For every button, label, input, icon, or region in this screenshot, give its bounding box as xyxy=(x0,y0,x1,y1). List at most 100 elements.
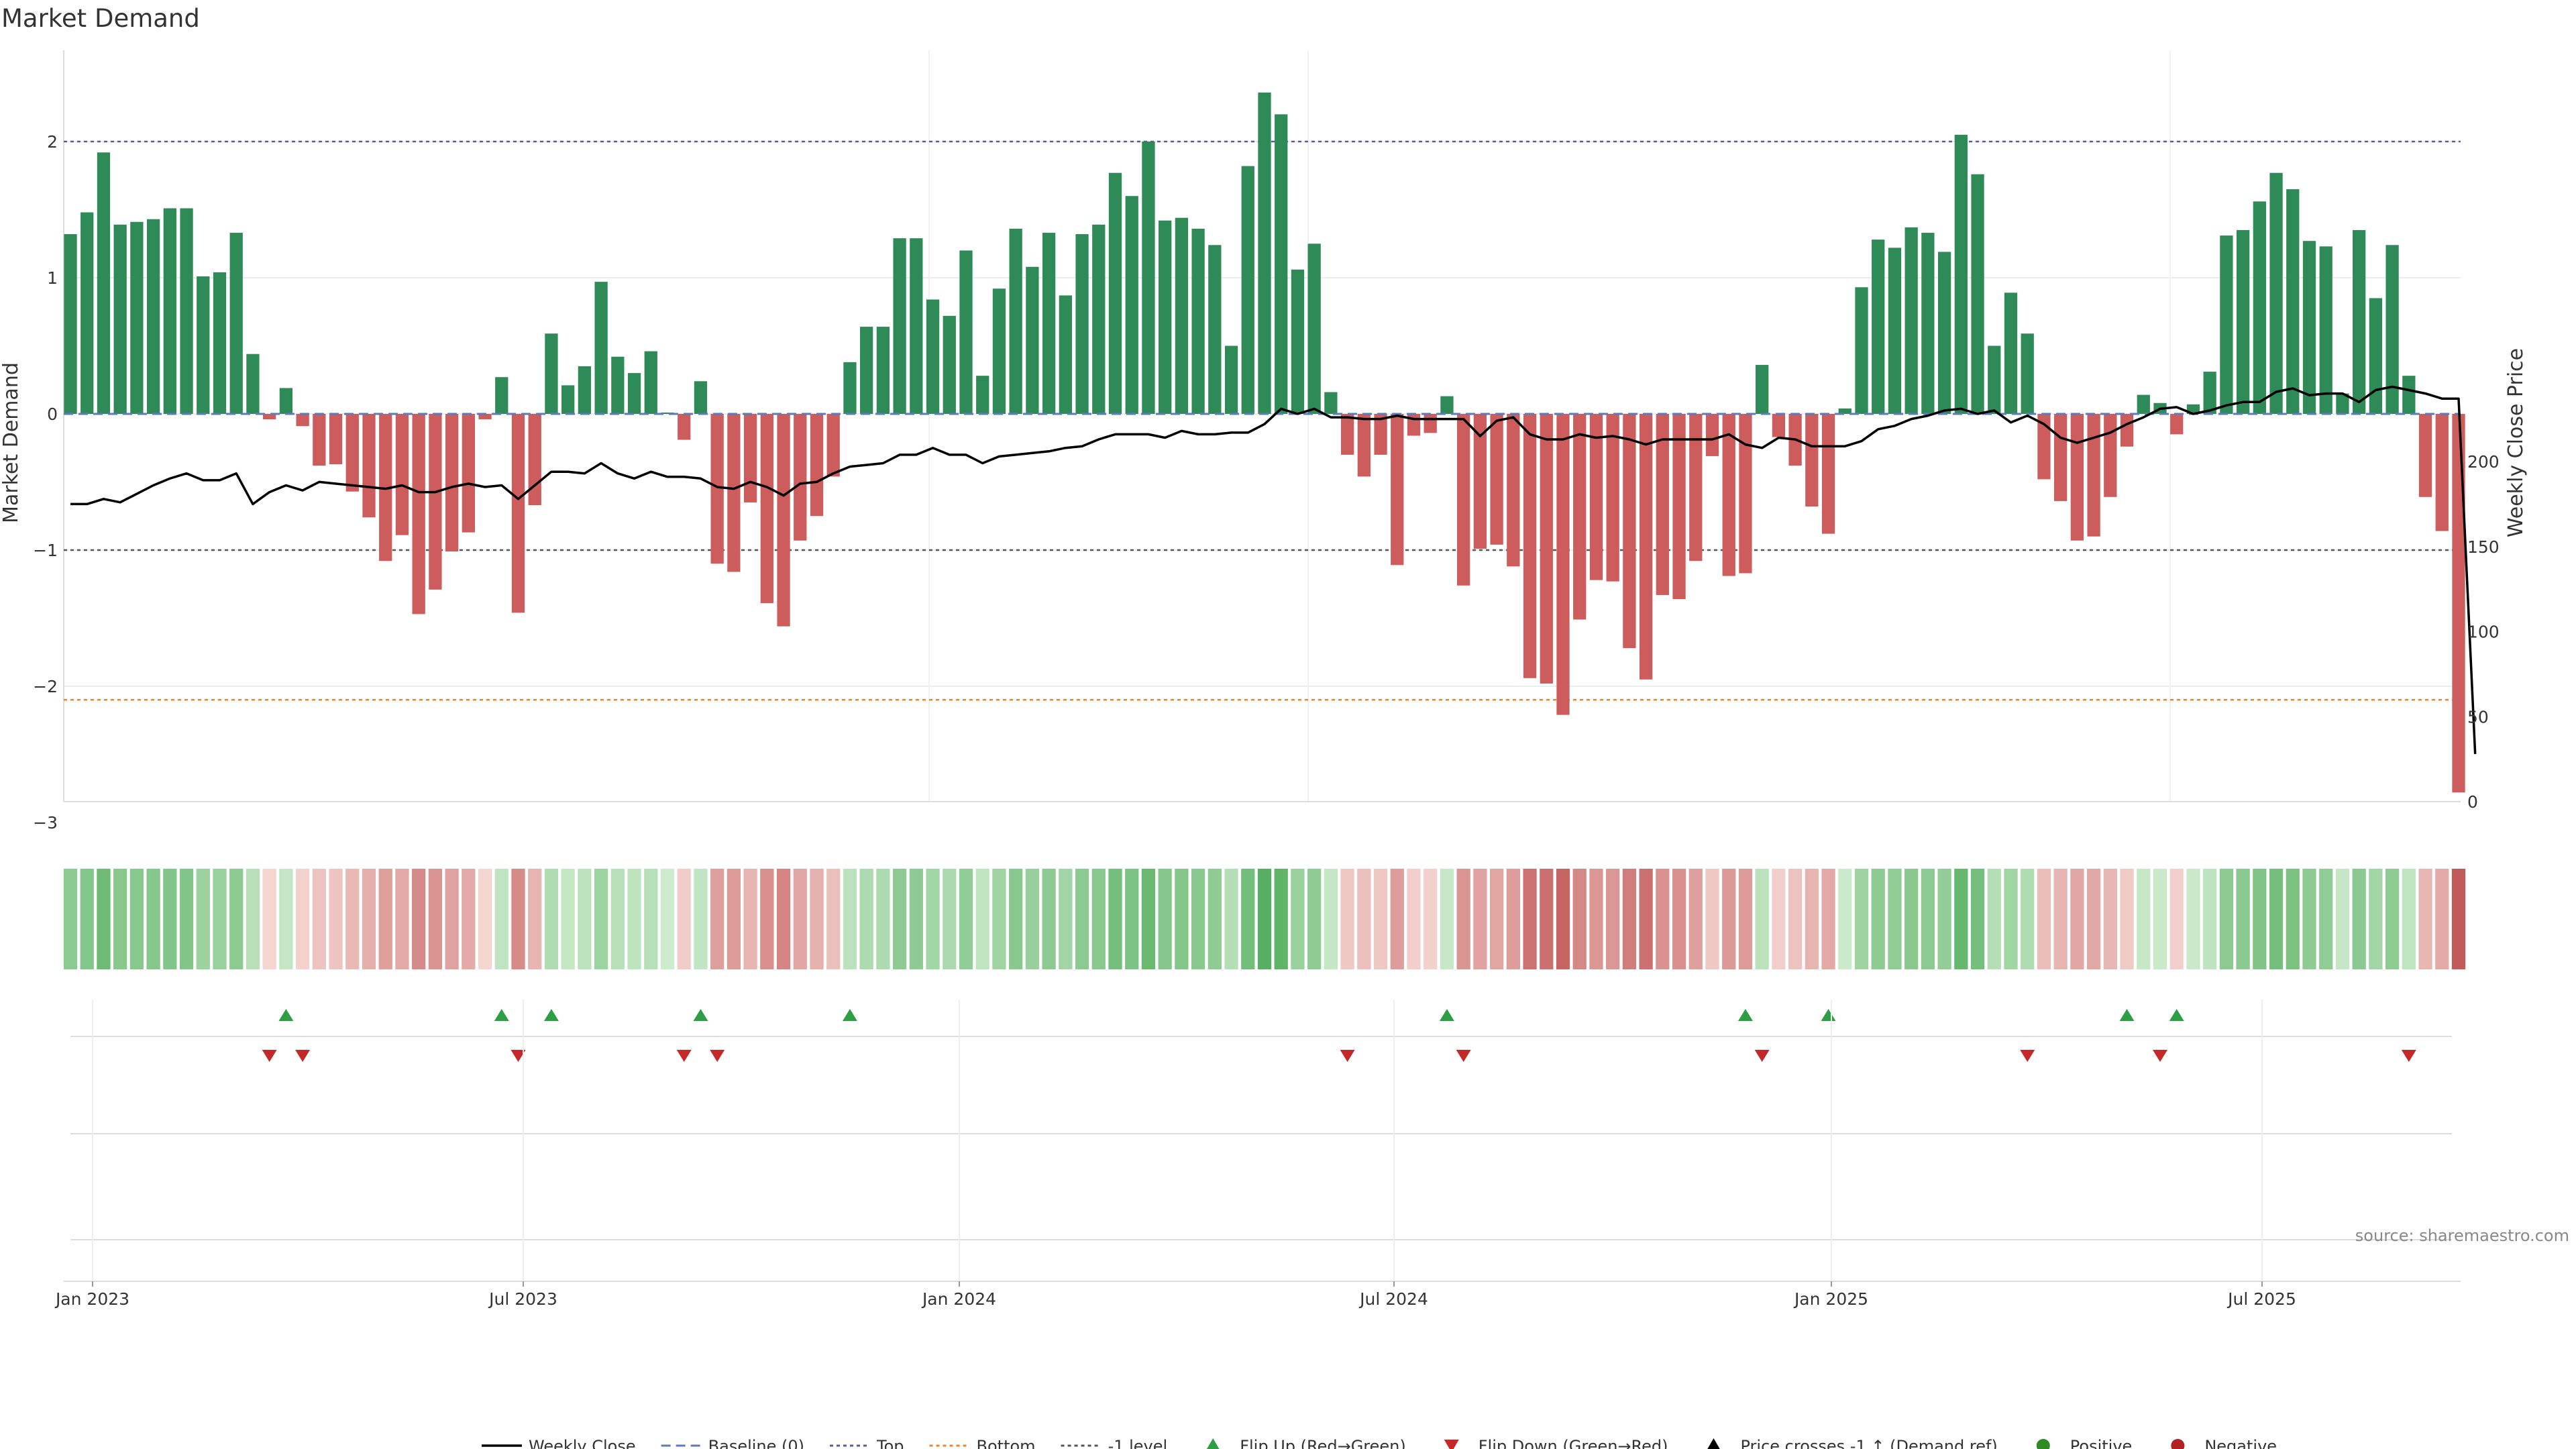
demand-bar xyxy=(959,250,973,414)
demand-bar xyxy=(1224,345,1238,414)
demand-bar xyxy=(678,414,691,440)
heat-cell xyxy=(1589,869,1603,969)
flip-down-marker xyxy=(262,1050,277,1062)
heat-strip-panel xyxy=(63,869,2466,969)
empty-panels: Jan 2023 Jul 2023 Jan 2024 Jul 2024 Jan 2025… xyxy=(54,1000,2461,1309)
demand-bar xyxy=(329,414,343,465)
flip-up-marker xyxy=(2169,1009,2184,1021)
demand-bar xyxy=(860,327,873,414)
demand-bar xyxy=(976,376,989,414)
heat-cell xyxy=(2286,869,2300,969)
heat-cell xyxy=(843,869,857,969)
heat-cell xyxy=(1224,869,1238,969)
heat-cell xyxy=(1489,869,1504,969)
heat-cell xyxy=(213,869,227,969)
flip-down-marker xyxy=(2401,1050,2416,1062)
demand-bar xyxy=(2220,235,2233,414)
heat-cell xyxy=(2385,869,2400,969)
heat-cell xyxy=(1622,869,1637,969)
legend-label: Top xyxy=(876,1437,904,1449)
heat-cell xyxy=(627,869,641,969)
demand-bar xyxy=(1772,414,1786,437)
demand-bar xyxy=(263,414,276,420)
heat-cell xyxy=(992,869,1006,969)
heat-cell xyxy=(528,869,542,969)
heat-cell xyxy=(445,869,459,969)
demand-bar xyxy=(1059,295,1072,414)
heat-cell xyxy=(2103,869,2117,969)
demand-bar xyxy=(627,373,641,414)
y2-tick-label: 150 xyxy=(2467,537,2500,557)
y-tick-label: −2 xyxy=(33,677,58,696)
heat-cell xyxy=(2137,869,2151,969)
legend-label: -1 level xyxy=(1108,1437,1168,1449)
heat-cell xyxy=(2086,869,2101,969)
demand-bar xyxy=(296,414,309,427)
heat-cell xyxy=(859,869,873,969)
heat-cell xyxy=(1838,869,1852,969)
demand-bar xyxy=(130,221,144,414)
demand-bar xyxy=(1937,252,1951,414)
heat-cell xyxy=(1274,869,1288,969)
heat-cell xyxy=(1556,869,1570,969)
flip-up-marker xyxy=(278,1009,294,1021)
demand-bar xyxy=(1307,244,1321,414)
demand-bar xyxy=(843,362,857,414)
heat-cell xyxy=(295,869,310,969)
heat-cell xyxy=(1606,869,1620,969)
flip-up-marker xyxy=(1439,1009,1454,1021)
heat-cell xyxy=(1540,869,1554,969)
heat-cell xyxy=(2236,869,2250,969)
legend-label: Bottom xyxy=(977,1437,1036,1449)
heat-cell xyxy=(1440,869,1454,969)
x-tick-label: Jan 2023 xyxy=(54,1289,129,1309)
y2-axis-label: Weekly Close Price xyxy=(2504,348,2528,537)
legend-label: Price crosses -1 ↑ (Demand ref) xyxy=(1741,1437,1998,1449)
heat-cell xyxy=(2153,869,2167,969)
heat-cell xyxy=(2402,869,2416,969)
heat-cell xyxy=(462,869,476,969)
heat-cell xyxy=(362,869,376,969)
heat-cell xyxy=(776,869,791,969)
heat-cell xyxy=(2269,869,2284,969)
demand-bar xyxy=(1672,414,1686,600)
demand-bar xyxy=(1921,233,1935,414)
heat-cell xyxy=(909,869,923,969)
demand-bar xyxy=(1656,414,1669,595)
heat-cell xyxy=(793,869,807,969)
demand-bar xyxy=(1457,414,1470,586)
source-note: source: sharemaestro.com xyxy=(2355,1226,2569,1245)
legend-item: Top xyxy=(830,1437,904,1449)
demand-bar xyxy=(1108,172,1122,414)
heat-cell xyxy=(494,869,508,969)
demand-bar xyxy=(2452,414,2465,793)
demand-bar xyxy=(2286,189,2300,414)
legend-label: Flip Up (Red→Green) xyxy=(1240,1437,1406,1449)
flip-up-marker xyxy=(494,1009,509,1021)
heat-cell xyxy=(378,869,392,969)
demand-bar xyxy=(2070,414,2084,541)
heat-cell xyxy=(892,869,907,969)
heat-cell xyxy=(1191,869,1205,969)
legend-item: Price crosses -1 ↑ (Demand ref) xyxy=(1707,1437,1998,1449)
heat-cell xyxy=(196,869,210,969)
legend-label: Positive xyxy=(2070,1437,2133,1449)
demand-bar xyxy=(1191,228,1205,414)
heat-cell xyxy=(412,869,426,969)
demand-bar xyxy=(794,414,807,541)
demand-bar xyxy=(1573,414,1587,620)
demand-bar xyxy=(661,412,674,414)
heat-cell xyxy=(179,869,194,969)
demand-bar xyxy=(395,414,409,535)
demand-bar xyxy=(1556,414,1570,715)
flip-up-marker xyxy=(1737,1009,1753,1021)
heat-cell xyxy=(1059,869,1073,969)
demand-bar xyxy=(1805,414,1819,507)
demand-bar xyxy=(561,385,575,414)
demand-bar xyxy=(1988,345,2001,414)
heat-cell xyxy=(2418,869,2432,969)
legend-item: -1 level xyxy=(1061,1437,1168,1449)
demand-bar xyxy=(2170,414,2184,435)
demand-bar xyxy=(80,212,94,414)
